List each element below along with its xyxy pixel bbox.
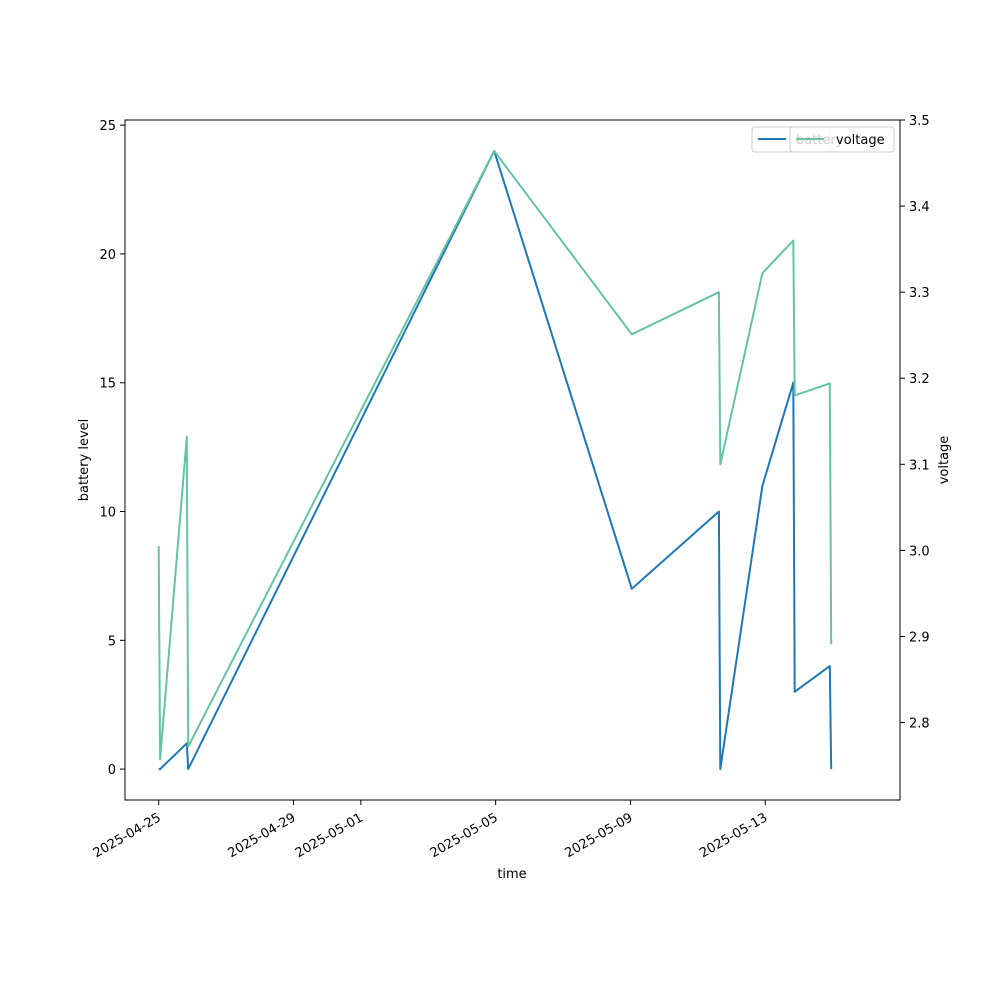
y-right-tick-label: 3.0 — [909, 544, 930, 559]
series-layer — [157, 149, 833, 771]
y-right-tick-label: 3.2 — [909, 372, 930, 387]
y-left-tick-label: 15 — [99, 377, 116, 392]
y-right-tick-label: 3.5 — [909, 114, 930, 129]
y-right-tick-label: 2.8 — [909, 717, 930, 732]
y-right-tick-label: 2.9 — [909, 630, 930, 645]
y-axis-right: 2.8 2.9 3.0 3.1 3.2 3.3 3.4 3.5 — [900, 114, 930, 732]
y-left-tick-label: 5 — [108, 634, 116, 649]
legend-voltage-label: voltage — [836, 133, 885, 148]
series-line-battery — [158, 149, 833, 771]
y-left-tick-label: 20 — [99, 248, 116, 263]
y-axis-right-label: voltage — [937, 436, 952, 485]
legend-voltage-box — [789, 126, 895, 153]
y-axis-left-label: battery level — [77, 419, 92, 502]
y-right-tick-label: 3.3 — [909, 286, 930, 301]
plot-frame — [124, 119, 901, 801]
y-left-tick-label: 10 — [99, 506, 116, 521]
y-axis-left: 0 5 10 15 20 25 — [99, 119, 125, 778]
y-right-tick-label: 3.1 — [909, 458, 930, 473]
legend-voltage: voltage — [789, 126, 895, 153]
series-line-voltage — [157, 150, 833, 761]
y-right-tick-label: 3.4 — [909, 200, 930, 215]
x-axis-label: time — [497, 867, 526, 882]
y-left-tick-label: 0 — [108, 763, 116, 778]
y-left-tick-label: 25 — [99, 119, 116, 134]
